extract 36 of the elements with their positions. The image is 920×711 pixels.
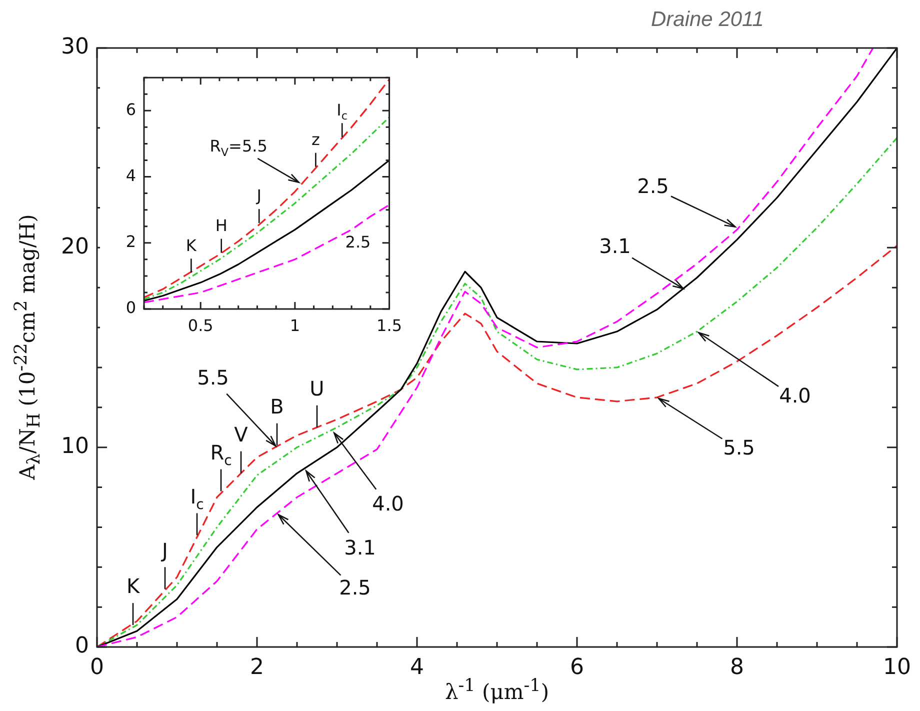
- annotation: 5.5: [197, 366, 229, 390]
- annotation: J: [256, 186, 262, 206]
- y-tick-label: 0: [75, 634, 89, 659]
- annotation: 2.5: [637, 174, 669, 198]
- annotation: K: [186, 236, 197, 255]
- x-tick-label: 10: [883, 654, 911, 680]
- x-tick-label: 1: [290, 316, 300, 335]
- annotation: U: [310, 376, 324, 401]
- y-tick-label: 10: [61, 434, 89, 460]
- x-axis-title: λ$^{-1}$ (μm$^{-1}$): [444, 676, 550, 704]
- annotation: 3.1: [344, 536, 376, 560]
- x-tick-label: 6: [570, 654, 584, 680]
- y-tick-label: 2: [126, 232, 136, 252]
- annotation: 5.5: [723, 436, 755, 460]
- text: Draine 2011: [651, 8, 764, 32]
- y-tick-label: 30: [61, 34, 89, 60]
- y-tick-label: 4: [126, 166, 136, 185]
- annotation: 2.5: [339, 575, 371, 600]
- y-tick-label: 0: [126, 298, 136, 318]
- annotation: J: [160, 538, 168, 562]
- annotation: V: [234, 422, 248, 446]
- annotation: K: [126, 574, 140, 598]
- annotation: z: [311, 130, 320, 150]
- x-tick-label: 1.5: [376, 316, 402, 335]
- y-tick-label: 6: [126, 100, 136, 119]
- x-tick-label: 2: [250, 654, 264, 680]
- annotation: 3.1: [599, 234, 631, 258]
- annotation: 4.0: [779, 384, 811, 408]
- annotation: H: [215, 216, 228, 235]
- y-tick-label: 20: [61, 234, 89, 260]
- annotation: 4.0: [372, 492, 404, 516]
- annotation: 2.5: [345, 232, 371, 252]
- annotation: B: [270, 394, 284, 419]
- x-tick-label: 4: [410, 654, 424, 680]
- x-tick-label: 8: [730, 654, 744, 680]
- x-tick-label: 0.5: [188, 316, 214, 335]
